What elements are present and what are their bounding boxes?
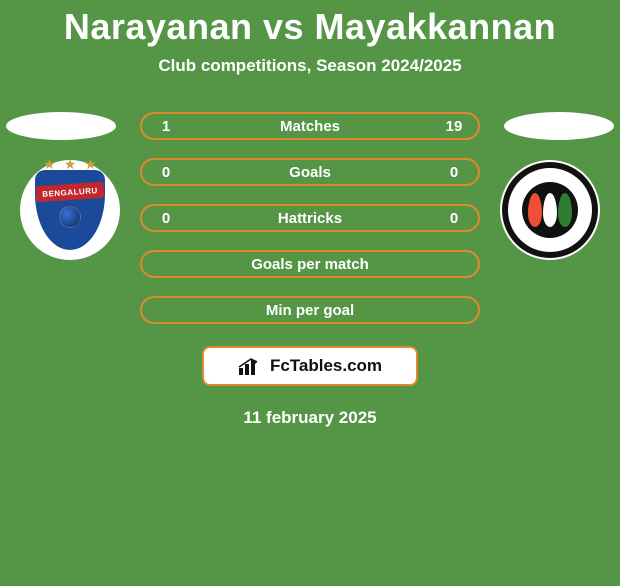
stat-row: 1 Matches 19 bbox=[140, 112, 480, 140]
left-player-ellipse bbox=[6, 112, 116, 140]
stat-right-value: 19 bbox=[444, 118, 464, 135]
neu-ring-text-top: NORTHEAST bbox=[517, 170, 583, 193]
page-subtitle: Club competitions, Season 2024/2025 bbox=[0, 56, 620, 76]
stat-left-value: 0 bbox=[156, 210, 176, 227]
bar-chart-icon bbox=[238, 356, 264, 376]
stat-left-value: 1 bbox=[156, 118, 176, 135]
bengaluru-stars-icon: ★★★ bbox=[35, 156, 105, 173]
comparison-panel: ★★★ BENGALURU NORTHEAST UNITED bbox=[0, 112, 620, 428]
bengaluru-band-label: BENGALURU bbox=[36, 182, 105, 203]
stat-row: 0 Goals 0 bbox=[140, 158, 480, 186]
left-team-crest: ★★★ BENGALURU bbox=[20, 160, 120, 260]
stat-row: Goals per match bbox=[140, 250, 480, 278]
brand-text: FcTables.com bbox=[270, 356, 382, 376]
stat-label: Matches bbox=[176, 118, 444, 135]
stat-label: Goals per match bbox=[176, 256, 444, 273]
svg-text:NORTHEAST: NORTHEAST bbox=[517, 170, 583, 193]
stat-label: Min per goal bbox=[176, 302, 444, 319]
neu-ring-text-bottom: UNITED bbox=[528, 238, 572, 252]
neu-ring-text-icon: NORTHEAST UNITED bbox=[508, 168, 592, 252]
bengaluru-shield-icon: ★★★ BENGALURU bbox=[35, 170, 105, 250]
stat-label: Hattricks bbox=[176, 210, 444, 227]
right-player-ellipse bbox=[504, 112, 614, 140]
neu-ring-icon: NORTHEAST UNITED bbox=[502, 162, 598, 258]
stat-right-value: 0 bbox=[444, 164, 464, 181]
stat-label: Goals bbox=[176, 164, 444, 181]
stat-right-value: 0 bbox=[444, 210, 464, 227]
stat-row: Min per goal bbox=[140, 296, 480, 324]
football-icon bbox=[59, 206, 81, 228]
svg-text:UNITED: UNITED bbox=[528, 238, 572, 252]
brand-badge: FcTables.com bbox=[202, 346, 418, 386]
stat-row: 0 Hattricks 0 bbox=[140, 204, 480, 232]
footer-date: 11 february 2025 bbox=[0, 408, 620, 428]
page-title: Narayanan vs Mayakkannan bbox=[0, 6, 620, 48]
stat-left-value: 0 bbox=[156, 164, 176, 181]
stat-rows: 1 Matches 19 0 Goals 0 0 Hattricks 0 Goa… bbox=[140, 112, 480, 324]
right-team-crest: NORTHEAST UNITED bbox=[500, 160, 600, 260]
